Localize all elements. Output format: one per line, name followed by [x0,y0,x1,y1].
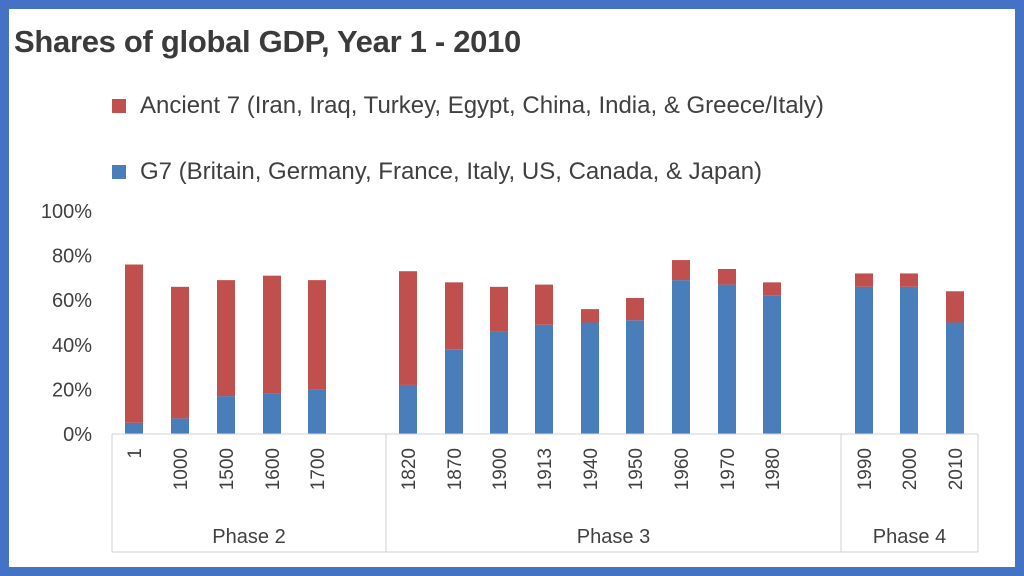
bar-ancient-7 [125,264,143,423]
legend-swatch-g7 [112,165,126,179]
bar-g7 [900,286,918,434]
bar-g7 [855,286,873,434]
x-tick-label: 1500 [217,448,238,490]
x-tick-label: 1700 [308,448,329,490]
bar-g7 [171,418,189,434]
y-tick-label: 20% [52,379,92,401]
x-tick-label: 1820 [399,448,420,490]
x-tick-label: 1960 [672,448,693,490]
bar-g7 [263,393,281,434]
bar-g7 [535,324,553,434]
bar-g7 [672,280,690,434]
x-tick-label: 1990 [855,448,876,490]
bar-ancient-7 [445,282,463,350]
group-label: Phase 3 [577,526,650,548]
x-tick-label: 1940 [581,448,602,490]
bar-ancient-7 [217,280,235,397]
bar-ancient-7 [308,280,326,390]
legend-swatch-ancient-7 [112,99,126,113]
legend-item-ancient-7: Ancient 7 (Iran, Iraq, Turkey, Egypt, Ch… [112,92,824,120]
bar-ancient-7 [399,271,417,385]
x-tick-label: 1 [125,448,146,459]
group-label: Phase 4 [873,526,946,548]
x-tick-label: 1970 [718,448,739,490]
bar-ancient-7 [763,282,781,296]
bar-g7 [445,349,463,434]
bar-g7 [626,320,644,434]
x-tick-label: 2000 [900,448,921,490]
x-tick-label: 1870 [445,448,466,490]
bar-g7 [763,295,781,434]
y-tick-label: 40% [52,335,92,357]
x-tick-label: 2010 [946,448,967,490]
y-tick-label: 0% [63,424,92,446]
x-tick-label: 1900 [490,448,511,490]
legend-label-ancient-7: Ancient 7 (Iran, Iraq, Turkey, Egypt, Ch… [140,92,824,119]
bar-g7 [490,331,508,434]
bar-ancient-7 [900,273,918,287]
group-label: Phase 2 [212,526,285,548]
bar-ancient-7 [490,286,508,332]
x-tick-label: 1000 [171,448,192,490]
bar-ancient-7 [626,297,644,321]
x-tick-label: 1950 [626,448,647,490]
bar-g7 [308,389,326,434]
bar-ancient-7 [263,275,281,394]
bar-ancient-7 [672,260,690,281]
legend-item-g7: G7 (Britain, Germany, France, Italy, US,… [112,158,762,186]
bar-g7 [718,284,736,434]
x-tick-label: 1600 [263,448,284,490]
bar-ancient-7 [946,291,964,323]
bar-ancient-7 [171,286,189,419]
bar-ancient-7 [718,268,736,285]
bar-ancient-7 [855,273,873,287]
bar-g7 [125,422,143,434]
chart-title: Shares of global GDP, Year 1 - 2010 [14,24,521,59]
x-tick-label: 1913 [535,448,556,490]
bar-ancient-7 [581,309,599,323]
bar-g7 [946,322,964,434]
y-tick-label: 60% [52,290,92,312]
bar-g7 [399,384,417,434]
y-tick-label: 100% [41,201,92,223]
x-tick-label: 1980 [763,448,784,490]
bar-g7 [217,396,235,434]
bar-ancient-7 [535,284,553,325]
legend-label-g7: G7 (Britain, Germany, France, Italy, US,… [140,158,763,185]
y-tick-label: 80% [52,246,92,268]
bar-g7 [581,322,599,434]
